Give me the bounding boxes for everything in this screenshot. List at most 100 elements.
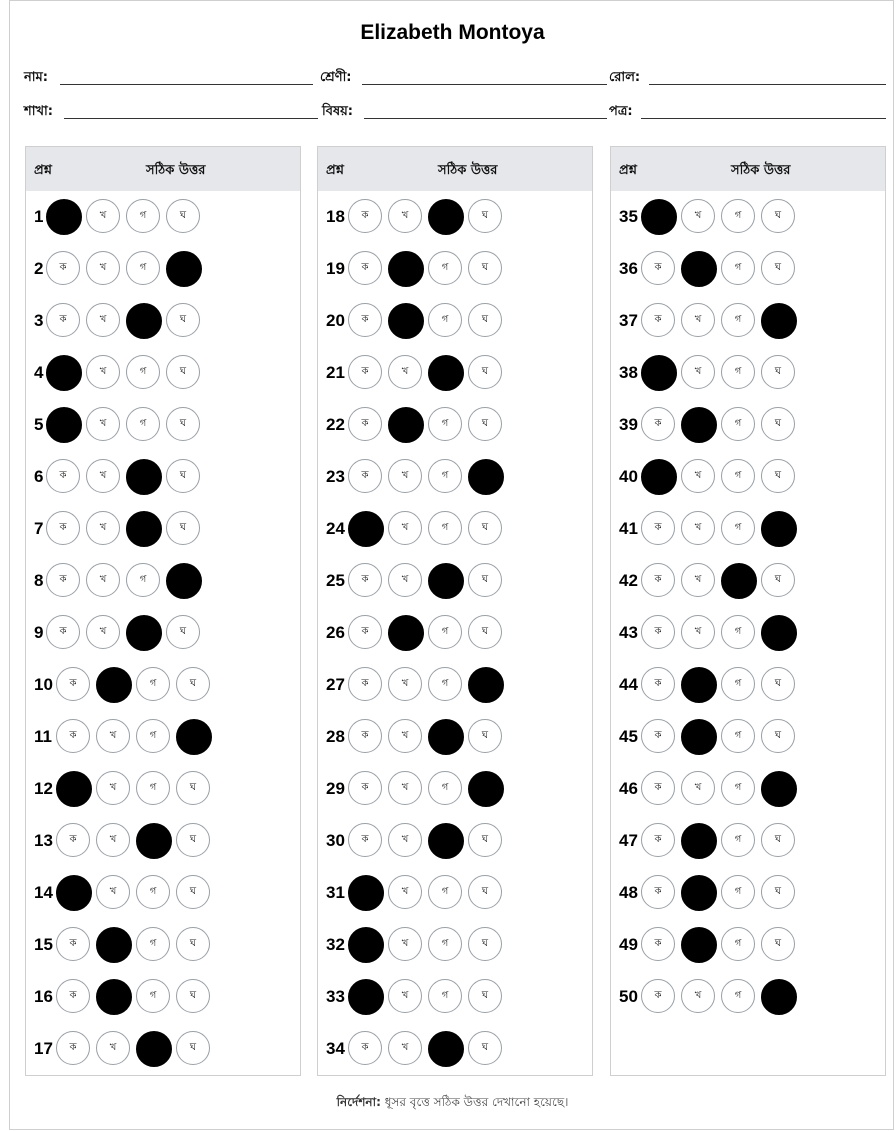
answer-bubble[interactable] bbox=[348, 875, 384, 911]
answer-bubble[interactable]: খ bbox=[681, 979, 715, 1013]
answer-bubble[interactable]: খ bbox=[86, 407, 120, 441]
answer-bubble[interactable] bbox=[136, 1031, 172, 1067]
answer-bubble[interactable] bbox=[136, 823, 172, 859]
answer-bubble[interactable]: ঘ bbox=[176, 823, 210, 857]
answer-bubble[interactable]: খ bbox=[86, 615, 120, 649]
answer-bubble[interactable]: গ bbox=[721, 719, 755, 753]
answer-bubble[interactable]: গ bbox=[721, 407, 755, 441]
answer-bubble[interactable]: খ bbox=[681, 563, 715, 597]
answer-bubble[interactable] bbox=[468, 459, 504, 495]
answer-bubble[interactable]: খ bbox=[681, 615, 715, 649]
answer-bubble[interactable]: খ bbox=[388, 667, 422, 701]
answer-bubble[interactable]: ঘ bbox=[468, 823, 502, 857]
answer-bubble[interactable] bbox=[428, 823, 464, 859]
answer-bubble[interactable]: ক bbox=[348, 303, 382, 337]
answer-bubble[interactable]: গ bbox=[136, 875, 170, 909]
answer-bubble[interactable]: ঘ bbox=[468, 511, 502, 545]
answer-bubble[interactable] bbox=[428, 563, 464, 599]
answer-bubble[interactable]: ঘ bbox=[468, 719, 502, 753]
answer-bubble[interactable]: খ bbox=[86, 459, 120, 493]
answer-bubble[interactable]: ঘ bbox=[761, 355, 795, 389]
answer-bubble[interactable] bbox=[761, 615, 797, 651]
answer-bubble[interactable] bbox=[176, 719, 212, 755]
answer-bubble[interactable] bbox=[46, 355, 82, 391]
answer-bubble[interactable]: ঘ bbox=[468, 979, 502, 1013]
answer-bubble[interactable] bbox=[428, 1031, 464, 1067]
answer-bubble[interactable]: খ bbox=[388, 927, 422, 961]
answer-bubble[interactable]: গ bbox=[136, 719, 170, 753]
answer-bubble[interactable]: ক bbox=[348, 251, 382, 285]
answer-bubble[interactable]: খ bbox=[96, 1031, 130, 1065]
answer-bubble[interactable]: খ bbox=[388, 199, 422, 233]
name-line[interactable] bbox=[60, 84, 313, 85]
answer-bubble[interactable]: গ bbox=[721, 355, 755, 389]
answer-bubble[interactable]: ক bbox=[641, 771, 675, 805]
answer-bubble[interactable] bbox=[681, 667, 717, 703]
answer-bubble[interactable]: গ bbox=[721, 199, 755, 233]
answer-bubble[interactable] bbox=[681, 875, 717, 911]
answer-bubble[interactable]: ঘ bbox=[761, 667, 795, 701]
answer-bubble[interactable]: ঘ bbox=[176, 667, 210, 701]
answer-bubble[interactable]: ক bbox=[56, 719, 90, 753]
answer-bubble[interactable]: ক bbox=[348, 823, 382, 857]
answer-bubble[interactable] bbox=[46, 407, 82, 443]
answer-bubble[interactable]: ঘ bbox=[468, 1031, 502, 1065]
answer-bubble[interactable]: ঘ bbox=[166, 199, 200, 233]
answer-bubble[interactable] bbox=[428, 719, 464, 755]
answer-bubble[interactable]: খ bbox=[86, 511, 120, 545]
answer-bubble[interactable]: ঘ bbox=[468, 407, 502, 441]
answer-bubble[interactable]: গ bbox=[428, 303, 462, 337]
answer-bubble[interactable]: খ bbox=[681, 355, 715, 389]
answer-bubble[interactable]: ঘ bbox=[166, 303, 200, 337]
answer-bubble[interactable]: ক bbox=[641, 407, 675, 441]
answer-bubble[interactable]: গ bbox=[721, 771, 755, 805]
answer-bubble[interactable] bbox=[468, 667, 504, 703]
answer-bubble[interactable]: ঘ bbox=[468, 251, 502, 285]
answer-bubble[interactable] bbox=[166, 563, 202, 599]
answer-bubble[interactable] bbox=[681, 823, 717, 859]
answer-bubble[interactable] bbox=[761, 303, 797, 339]
answer-bubble[interactable]: ঘ bbox=[468, 563, 502, 597]
answer-bubble[interactable] bbox=[348, 979, 384, 1015]
answer-bubble[interactable]: খ bbox=[681, 303, 715, 337]
answer-bubble[interactable]: খ bbox=[96, 719, 130, 753]
answer-bubble[interactable]: গ bbox=[721, 303, 755, 337]
answer-bubble[interactable]: খ bbox=[388, 771, 422, 805]
answer-bubble[interactable]: গ bbox=[428, 407, 462, 441]
answer-bubble[interactable]: ঘ bbox=[761, 407, 795, 441]
answer-bubble[interactable]: গ bbox=[721, 823, 755, 857]
answer-bubble[interactable] bbox=[641, 459, 677, 495]
answer-bubble[interactable] bbox=[46, 199, 82, 235]
answer-bubble[interactable]: ক bbox=[46, 303, 80, 337]
answer-bubble[interactable]: গ bbox=[428, 979, 462, 1013]
answer-bubble[interactable]: গ bbox=[721, 979, 755, 1013]
roll-line[interactable] bbox=[649, 84, 886, 85]
answer-bubble[interactable]: ক bbox=[348, 407, 382, 441]
answer-bubble[interactable]: ক bbox=[641, 615, 675, 649]
answer-bubble[interactable]: ঘ bbox=[761, 563, 795, 597]
answer-bubble[interactable]: গ bbox=[126, 355, 160, 389]
answer-bubble[interactable]: ক bbox=[46, 511, 80, 545]
answer-bubble[interactable] bbox=[681, 927, 717, 963]
answer-bubble[interactable] bbox=[388, 303, 424, 339]
answer-bubble[interactable]: ক bbox=[46, 563, 80, 597]
answer-bubble[interactable]: ঘ bbox=[166, 511, 200, 545]
answer-bubble[interactable]: ঘ bbox=[761, 459, 795, 493]
answer-bubble[interactable]: খ bbox=[681, 459, 715, 493]
answer-bubble[interactable]: ঘ bbox=[166, 459, 200, 493]
answer-bubble[interactable] bbox=[96, 667, 132, 703]
answer-bubble[interactable]: ক bbox=[348, 355, 382, 389]
answer-bubble[interactable] bbox=[428, 355, 464, 391]
answer-bubble[interactable]: ক bbox=[348, 771, 382, 805]
answer-bubble[interactable]: গ bbox=[136, 771, 170, 805]
answer-bubble[interactable]: গ bbox=[428, 251, 462, 285]
answer-bubble[interactable]: গ bbox=[428, 615, 462, 649]
answer-bubble[interactable]: ক bbox=[46, 615, 80, 649]
answer-bubble[interactable]: ঘ bbox=[468, 875, 502, 909]
answer-bubble[interactable] bbox=[96, 979, 132, 1015]
answer-bubble[interactable]: ক bbox=[56, 979, 90, 1013]
answer-bubble[interactable]: ক bbox=[348, 563, 382, 597]
answer-bubble[interactable] bbox=[761, 511, 797, 547]
answer-bubble[interactable]: ক bbox=[348, 667, 382, 701]
answer-bubble[interactable]: ক bbox=[56, 823, 90, 857]
